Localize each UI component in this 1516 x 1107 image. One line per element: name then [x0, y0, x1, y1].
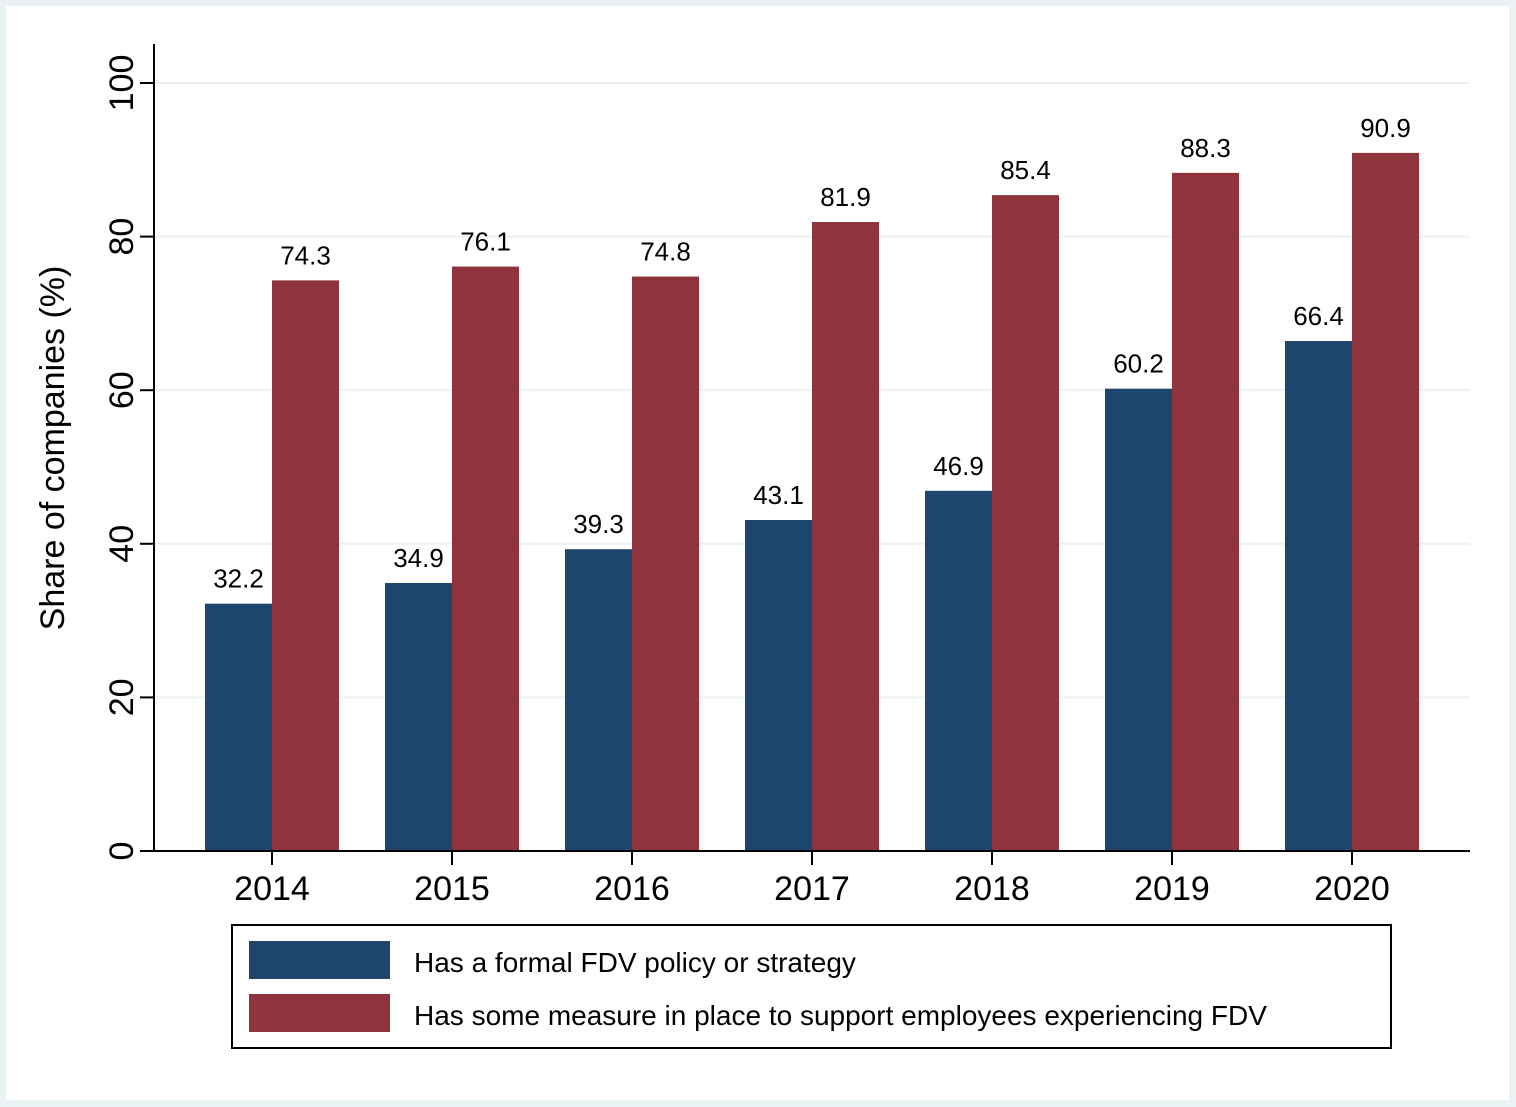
bar-measure-2019: [1172, 172, 1239, 851]
data-label-measure-2015: 76.1: [460, 227, 511, 257]
bar-measure-2014: [272, 280, 339, 852]
ytick-label-40: 40: [103, 525, 141, 563]
bar-policy-2020: [1285, 341, 1352, 851]
xtick-label-2019: 2019: [1134, 870, 1210, 908]
bar-measure-2018: [992, 195, 1059, 852]
data-label-policy-2018: 46.9: [933, 451, 984, 481]
ytick-label-20: 20: [103, 678, 141, 716]
bar-measure-2017: [812, 222, 879, 851]
y-axis-title: Share of companies (%): [34, 266, 72, 631]
ytick-label-0: 0: [103, 842, 141, 861]
data-label-measure-2019: 88.3: [1180, 133, 1231, 163]
data-label-measure-2014: 74.3: [280, 240, 331, 270]
legend-swatch-measure: [249, 994, 390, 1032]
data-label-measure-2016: 74.8: [640, 237, 691, 267]
bar-policy-2019: [1105, 388, 1172, 851]
bar-policy-2018: [925, 490, 992, 851]
ytick-label-60: 60: [103, 371, 141, 409]
data-label-measure-2020: 90.9: [1360, 113, 1411, 143]
bar-policy-2016: [565, 549, 632, 851]
legend-box: [231, 924, 1392, 1049]
bars: [205, 152, 1419, 852]
legend-label-policy: Has a formal FDV policy or strategy: [414, 947, 856, 978]
xtick-label-2018: 2018: [954, 870, 1030, 908]
data-label-policy-2017: 43.1: [753, 480, 804, 510]
data-label-policy-2014: 32.2: [213, 564, 264, 594]
data-label-policy-2015: 34.9: [393, 543, 444, 573]
data-label-policy-2020: 66.4: [1293, 301, 1344, 331]
xtick-label-2020: 2020: [1314, 870, 1390, 908]
data-label-measure-2017: 81.9: [820, 182, 871, 212]
data-labels: 32.2 74.3 34.9 76.1 39.3 74.8 43.1 81.9 46.9 85.4…: [213, 113, 1411, 594]
y-axis-ticks: 0 20 40 60 80 100: [103, 55, 154, 861]
xtick-label-2016: 2016: [594, 870, 670, 908]
bar-measure-2015: [452, 266, 519, 851]
ytick-label-80: 80: [103, 218, 141, 256]
legend: Has a formal FDV policy or strategy Has …: [231, 924, 1392, 1049]
bar-measure-2016: [632, 276, 699, 851]
legend-swatch-policy: [249, 941, 390, 979]
data-label-policy-2016: 39.3: [573, 509, 624, 539]
bar-policy-2015: [385, 582, 452, 851]
data-label-measure-2018: 85.4: [1000, 155, 1051, 185]
legend-label-measure: Has some measure in place to support emp…: [414, 1000, 1267, 1031]
xtick-label-2014: 2014: [234, 870, 310, 908]
xtick-label-2015: 2015: [414, 870, 490, 908]
bar-policy-2014: [205, 603, 272, 851]
x-axis-ticks: 2014 2015 2016 2017 2018 2019 2020: [234, 851, 1390, 908]
bar-policy-2017: [745, 519, 812, 851]
data-label-policy-2019: 60.2: [1113, 349, 1164, 379]
xtick-label-2017: 2017: [774, 870, 850, 908]
bar-measure-2020: [1352, 152, 1419, 851]
ytick-label-100: 100: [103, 55, 141, 112]
